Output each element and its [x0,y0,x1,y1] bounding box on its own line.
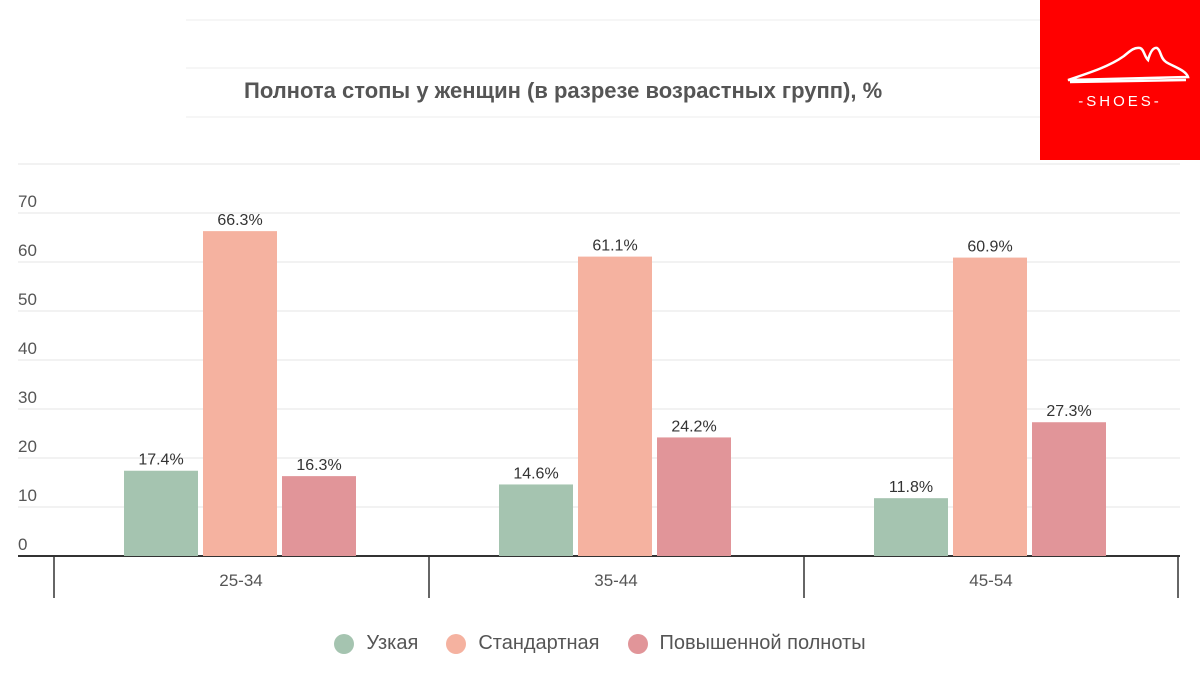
legend-label: Стандартная [478,632,600,654]
y-tick-label: 70 [18,192,37,211]
logo-text: -SHOES- [1078,93,1162,110]
bar [874,498,948,556]
chart-legend: Узкая Стандартная Повышенной полноты [0,632,1200,655]
bar [124,470,198,556]
legend-item[interactable]: Стандартная [446,632,600,655]
data-label: 17.4% [138,452,183,469]
y-tick-label: 30 [18,388,37,407]
data-label: 16.3% [296,457,341,474]
x-tick-label: 35-44 [594,571,637,590]
y-tick-label: 60 [18,241,37,260]
legend-swatch-icon [446,633,467,654]
y-tick-label: 10 [18,486,37,505]
data-label: 14.6% [513,465,558,482]
bar [657,437,731,556]
bar [578,256,652,556]
data-label: 11.8% [889,479,933,496]
legend-swatch-icon [627,633,648,654]
x-tick-label: 25-34 [219,571,262,590]
data-label: 24.2% [671,418,716,435]
legend-item[interactable]: Узкая [334,632,418,655]
bar [953,257,1027,556]
bar-chart: 0 10 20 30 40 50 60 70 17.4% 66.3% 16.3% 25-34 14.6%… [18,19,1180,598]
data-label: 60.9% [967,239,1012,256]
y-tick-label: 40 [18,339,37,358]
legend-swatch-icon [334,633,355,654]
legend-label: Повышенной полноты [659,632,866,654]
bar [1032,422,1106,556]
brand-logo: -SHOES- [1040,0,1200,160]
bar [499,484,573,556]
data-label: 27.3% [1046,403,1091,420]
data-label: 66.3% [217,212,262,229]
y-tick-label: 0 [18,535,27,554]
bar [203,231,277,556]
legend-label: Узкая [366,632,419,654]
x-tick-label: 45-54 [969,571,1012,590]
chart-title: Полнота стопы у женщин (в разрезе возрас… [244,78,883,103]
y-tick-label: 50 [18,290,37,309]
y-tick-label: 20 [18,437,37,456]
data-label: 61.1% [592,238,637,255]
shoe-logo-icon [1067,46,1190,84]
legend-item[interactable]: Повышенной полноты [627,632,866,655]
bar [282,476,356,556]
